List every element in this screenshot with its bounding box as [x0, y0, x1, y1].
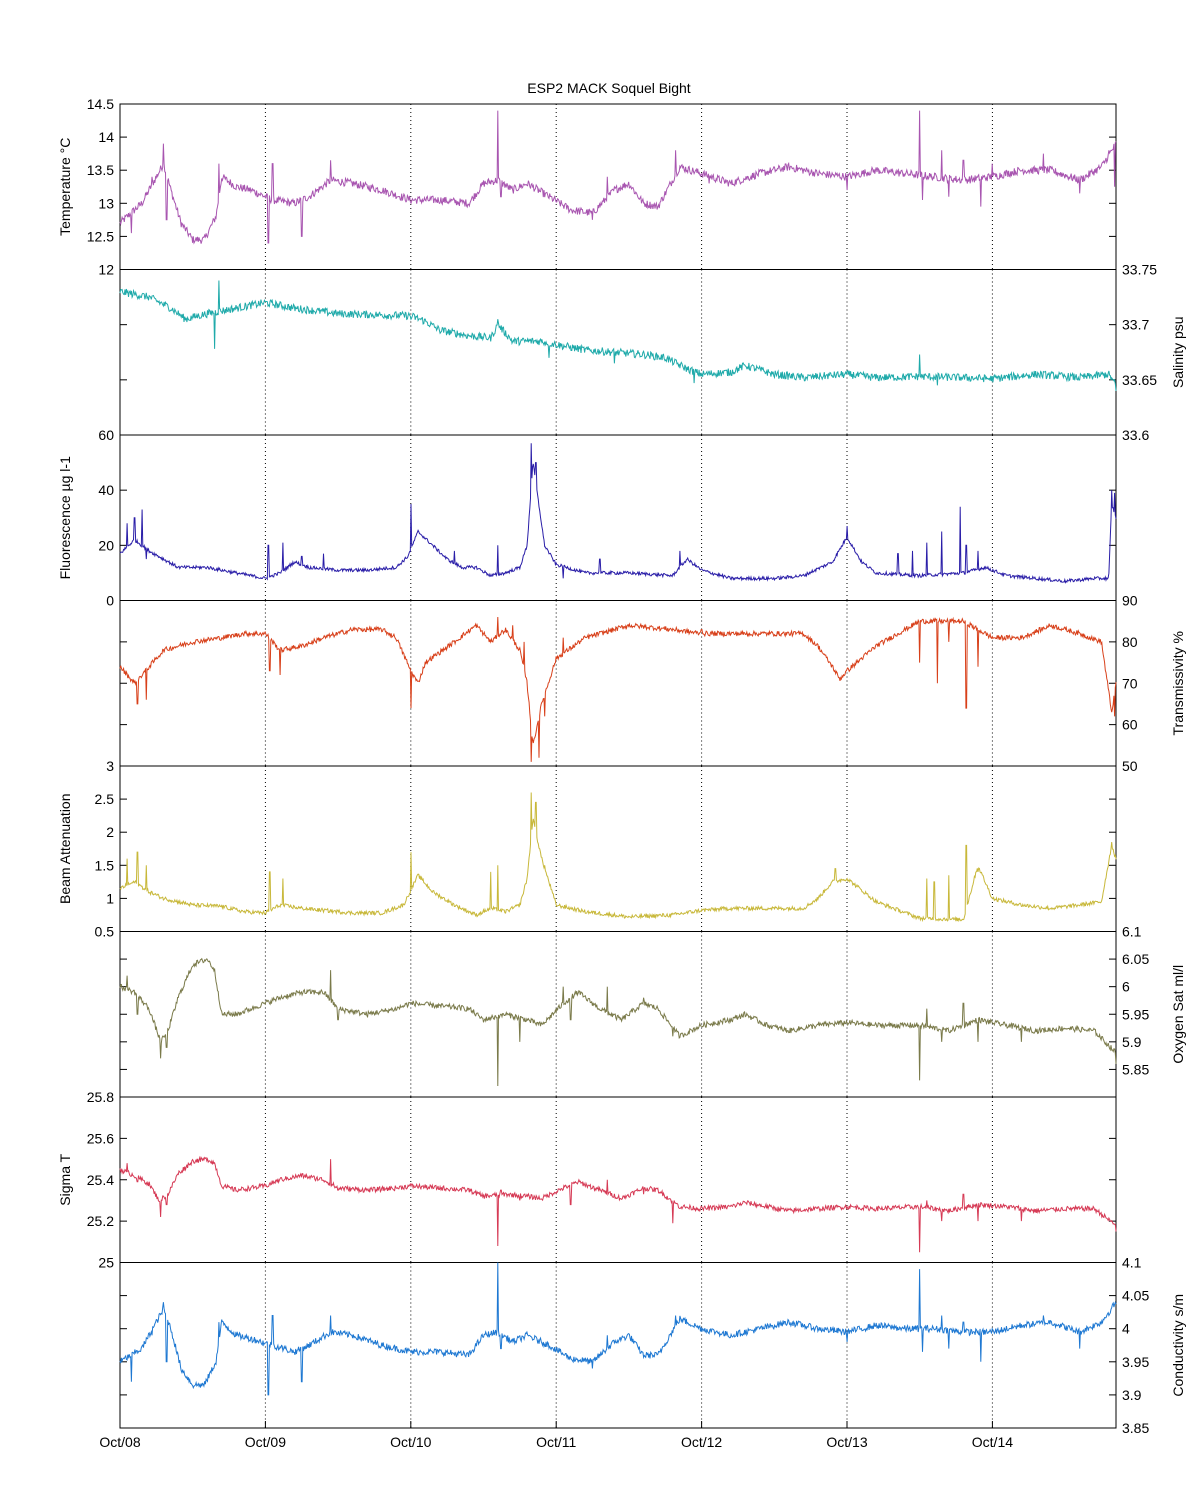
series-fluorescence [119, 443, 1117, 584]
series-beam-attenuation [119, 792, 1117, 923]
panel-frame [119, 1262, 1117, 1429]
y-tick-label: 14 [98, 129, 114, 145]
x-tick-label: Oct/11 [536, 1434, 576, 1450]
y-tick-label: 4 [1122, 1321, 1130, 1337]
x-tick-label: Oct/14 [972, 1434, 1013, 1450]
x-tick-label: Oct/13 [826, 1434, 867, 1450]
x-tick-label: Oct/09 [245, 1434, 286, 1450]
y-tick-label: 0 [106, 593, 114, 609]
series-temperature [119, 110, 1117, 245]
y-tick-label: 14.5 [87, 96, 114, 112]
y-tick-label: 90 [1122, 593, 1138, 609]
y-tick-label: 6.05 [1122, 951, 1149, 967]
x-tick-label: Oct/10 [390, 1434, 431, 1450]
y-tick-label: 3.85 [1122, 1420, 1149, 1436]
series-salinity [119, 280, 1117, 391]
y-tick-label: 25.6 [87, 1130, 114, 1146]
axis-label-beam-attenuation: Beam Attenuation [57, 793, 73, 904]
y-tick-label: 5.9 [1122, 1034, 1142, 1050]
panel-frame [119, 1096, 1117, 1263]
y-tick-label: 3.95 [1122, 1354, 1149, 1370]
y-tick-label: 3.9 [1122, 1387, 1142, 1403]
y-tick-label: 25.8 [87, 1089, 114, 1105]
x-tick-label: Oct/08 [99, 1434, 140, 1450]
axis-label-fluorescence: Fluorescence µg l-1 [57, 456, 73, 579]
y-tick-label: 4.05 [1122, 1288, 1149, 1304]
panel-transmissivity: 50 60 70 80 90 Transmissivity % [119, 593, 1186, 774]
y-tick-label: 6 [1122, 979, 1130, 995]
y-tick-label: 20 [98, 537, 114, 553]
panel-conductivity: 3.85 3.9 3.95 4 4.05 4.1 Conductivity s/m [119, 1255, 1186, 1436]
y-tick-label: 33.7 [1122, 317, 1149, 333]
y-tick-label: 5.85 [1122, 1061, 1149, 1077]
chart-title: ESP2 MACK Soquel Bight [527, 80, 691, 96]
y-tick-label: 2 [106, 824, 114, 840]
axis-label-oxygen-sat: Oxygen Sat ml/l [1170, 965, 1186, 1064]
y-tick-label: 6.1 [1122, 924, 1142, 940]
y-tick-label: 25.4 [87, 1172, 114, 1188]
y-tick-label: 33.6 [1122, 427, 1149, 443]
y-tick-label: 13 [98, 195, 114, 211]
panel-beam-attenuation: 0.5 1 1.5 2 2.5 3 Beam Attenuation [57, 758, 1117, 940]
y-tick-label: 1.5 [95, 857, 115, 873]
panel-temperature: 12 12.5 13 13.5 14 14.5 Temperature °C [57, 96, 1117, 278]
panel-frame [119, 103, 1117, 270]
series-oxygen-sat [119, 957, 1117, 1087]
panel-oxygen-sat: 5.85 5.9 5.95 6 6.05 6.1 Oxygen Sat ml/l [119, 924, 1186, 1098]
y-tick-label: 40 [98, 482, 114, 498]
y-tick-label: 3 [106, 758, 114, 774]
y-tick-label: 12.5 [87, 228, 114, 244]
y-tick-label: 33.75 [1122, 262, 1157, 278]
panel-frame [119, 931, 1117, 1098]
series-conductivity [119, 1262, 1117, 1396]
series-transmissivity [119, 616, 1117, 762]
panel-sigma-t: 25 25.2 25.4 25.6 25.8 Sigma T [57, 1089, 1117, 1271]
y-tick-label: 12 [98, 262, 114, 278]
y-tick-label: 33.65 [1122, 372, 1157, 388]
y-tick-label: 80 [1122, 634, 1138, 650]
axis-label-temperature: Temperature °C [57, 138, 73, 236]
y-tick-label: 5.95 [1122, 1006, 1149, 1022]
x-tick-label: Oct/12 [681, 1434, 722, 1450]
panel-salinity: 33.6 33.65 33.7 33.75 Salinity psu [119, 262, 1186, 443]
y-tick-label: 70 [1122, 675, 1138, 691]
x-axis: Oct/08 Oct/09 Oct/10 Oct/11 Oct/12 Oct/13 Oct/… [99, 1421, 1013, 1450]
axis-label-conductivity: Conductivity s/m [1170, 1294, 1186, 1397]
y-tick-label: 60 [98, 427, 114, 443]
y-tick-label: 50 [1122, 758, 1138, 774]
y-tick-label: 2.5 [95, 791, 115, 807]
axis-label-sigma-t: Sigma T [57, 1153, 73, 1205]
axis-label-transmissivity: Transmissivity % [1170, 631, 1186, 736]
axis-label-salinity: Salinity psu [1170, 316, 1186, 388]
y-tick-label: 1 [106, 890, 114, 906]
y-tick-label: 25 [98, 1255, 114, 1271]
series-sigma-t [119, 1155, 1117, 1253]
y-tick-label: 0.5 [95, 924, 115, 940]
panel-fluorescence: 0 20 40 60 Fluorescence µg l-1 [57, 427, 1117, 609]
y-tick-label: 25.2 [87, 1213, 114, 1229]
y-tick-label: 60 [1122, 717, 1138, 733]
y-tick-label: 13.5 [87, 162, 114, 178]
y-tick-label: 4.1 [1122, 1255, 1142, 1271]
